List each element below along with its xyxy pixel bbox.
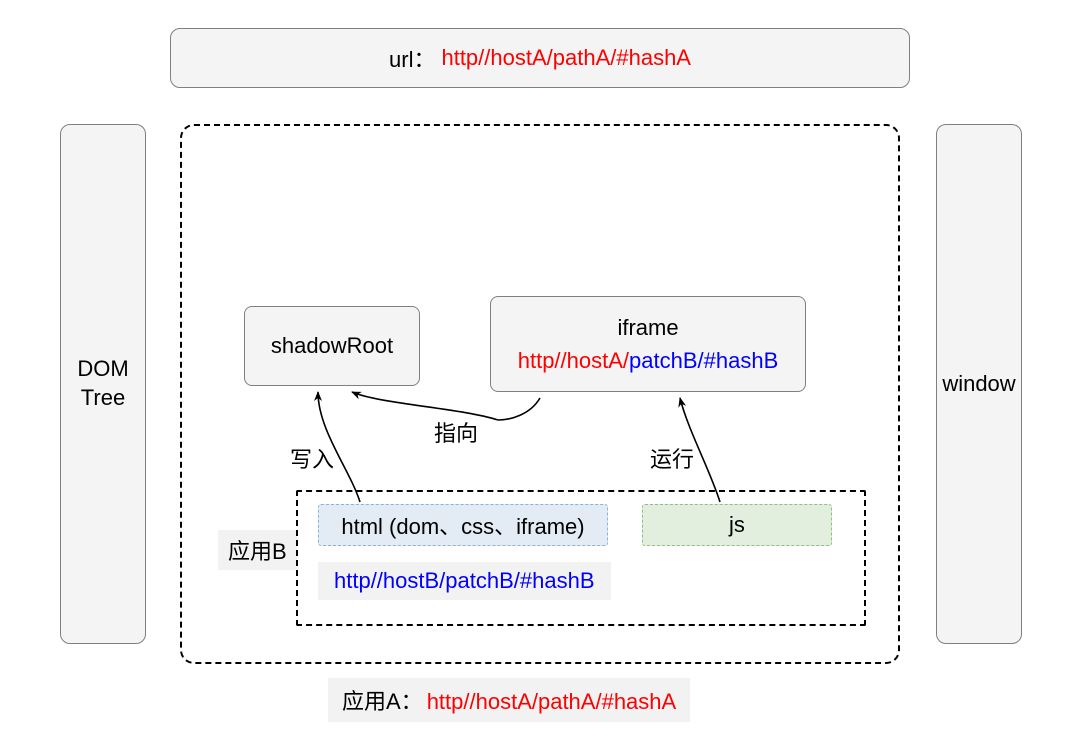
- window-label: window: [942, 371, 1015, 397]
- shadow-root-label: shadowRoot: [271, 333, 393, 359]
- dom-tree-line1: DOM: [77, 355, 128, 384]
- arrow-write-label: 写入: [290, 442, 334, 474]
- js-box-text: js: [729, 512, 745, 538]
- app-b-label: 应用B: [218, 530, 297, 570]
- url-bar: url： http//hostA/pathA/#hashA: [170, 28, 910, 88]
- js-box: js: [642, 504, 832, 546]
- app-a-url: http//hostA/pathA/#hashA: [427, 689, 677, 715]
- app-a-prefix: 应用A：: [342, 684, 423, 716]
- app-b-url: http//hostB/patchB/#hashB: [318, 562, 611, 600]
- url-prefix: url：: [389, 42, 435, 74]
- shadow-root-box: shadowRoot: [244, 306, 420, 386]
- html-box: html (dom、css、iframe): [318, 504, 608, 546]
- dom-tree-line2: Tree: [81, 384, 125, 413]
- iframe-url-part2: patchB/#hashB: [629, 348, 778, 373]
- iframe-url-part1: http//hostA/: [518, 348, 629, 373]
- arrow-point-to-label: 指向: [434, 416, 478, 448]
- dom-tree-box: DOM Tree: [60, 124, 146, 644]
- window-box: window: [936, 124, 1022, 644]
- html-box-text: html (dom、css、iframe): [341, 509, 584, 541]
- iframe-box: iframe http//hostA/patchB/#hashB: [490, 296, 806, 392]
- url-value: http//hostA/pathA/#hashA: [441, 45, 691, 71]
- app-b-label-text: 应用B: [228, 534, 287, 566]
- app-a-footer: 应用A： http//hostA/pathA/#hashA: [328, 678, 690, 722]
- iframe-title: iframe: [617, 311, 678, 344]
- app-b-url-text: http//hostB/patchB/#hashB: [334, 568, 595, 594]
- arrow-run-label: 运行: [650, 442, 694, 474]
